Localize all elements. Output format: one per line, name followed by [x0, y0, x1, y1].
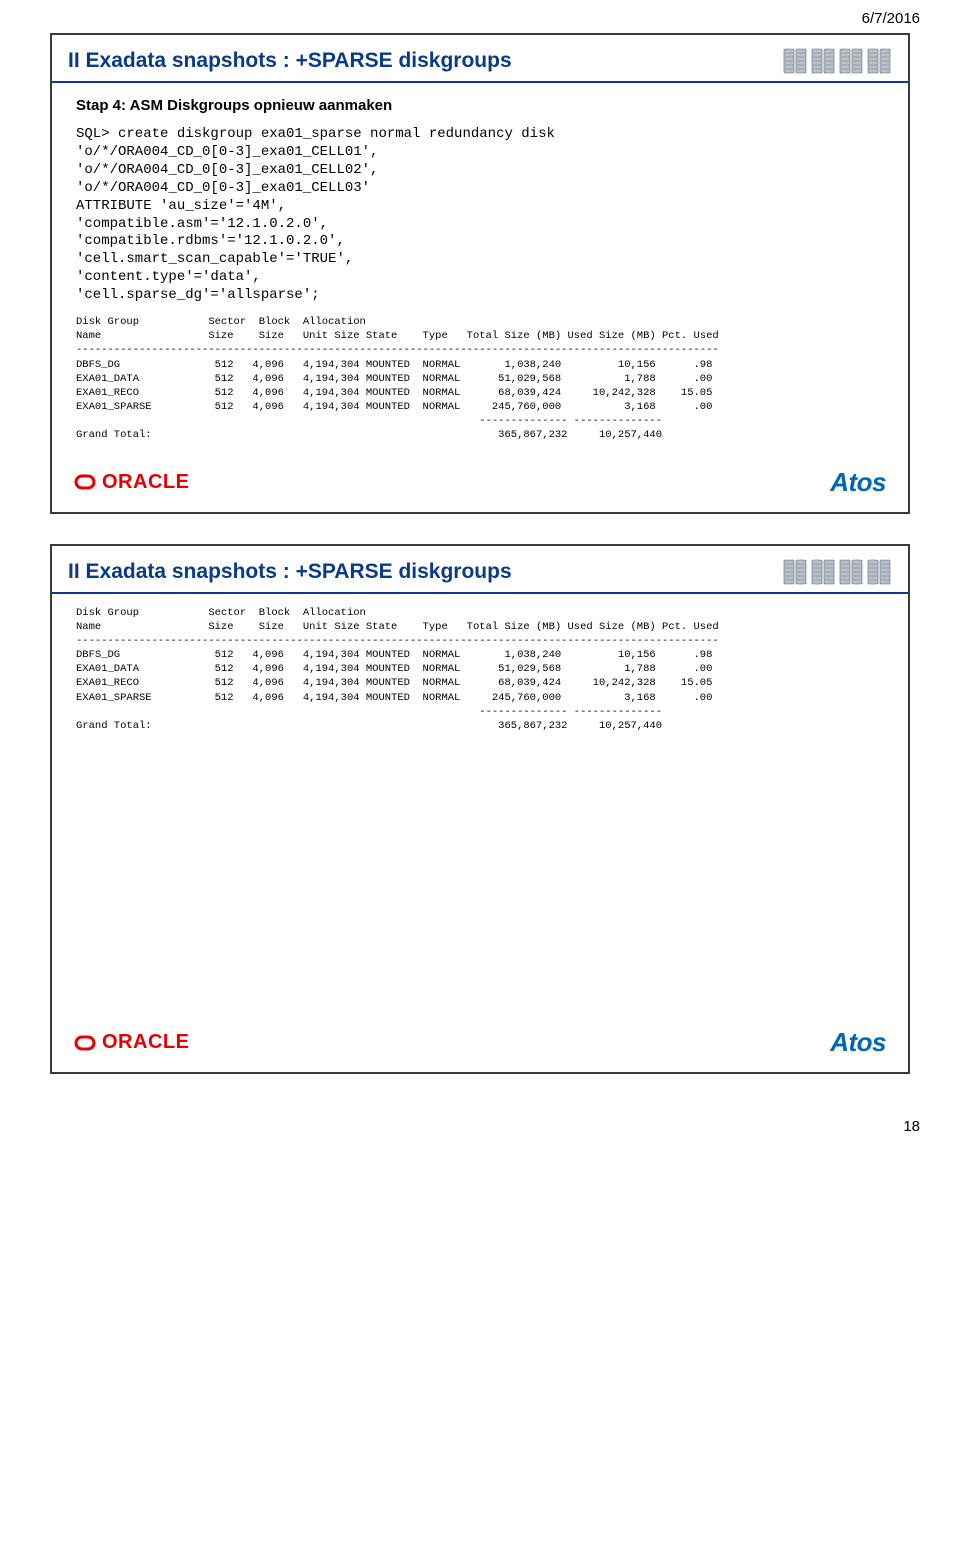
oracle-logo: ORACLE [74, 1031, 189, 1054]
slide-2-body: Disk Group Sector Block Allocation Name … [52, 594, 908, 1022]
slide-1-body: Stap 4: ASM Diskgroups opnieuw aanmaken … [52, 83, 908, 461]
server-racks-icon [782, 45, 892, 77]
slide-2-header: II Exadata snapshots : +SPARSE diskgroup… [52, 546, 908, 594]
slide-2-footer: ORACLE Atos [52, 1021, 908, 1072]
slide-2-title: II Exadata snapshots : +SPARSE diskgroup… [68, 560, 512, 584]
page-date: 6/7/2016 [0, 0, 960, 33]
server-racks-icon [782, 556, 892, 588]
slide-1: II Exadata snapshots : +SPARSE diskgroup… [50, 33, 910, 514]
oracle-o-icon [74, 471, 96, 493]
page-number: 18 [0, 1104, 960, 1153]
slide-1-title: II Exadata snapshots : +SPARSE diskgroup… [68, 49, 512, 73]
slide-2-wrap: II Exadata snapshots : +SPARSE diskgroup… [0, 544, 960, 1105]
oracle-logo: ORACLE [74, 471, 189, 494]
atos-logo: Atos [830, 1027, 886, 1058]
slide-1-wrap: II Exadata snapshots : +SPARSE diskgroup… [0, 33, 960, 544]
diskgroup-table-1: Disk Group Sector Block Allocation Name … [76, 315, 884, 443]
oracle-text: ORACLE [102, 471, 189, 494]
slide-1-subhead: Stap 4: ASM Diskgroups opnieuw aanmaken [76, 97, 884, 114]
diskgroup-table-2: Disk Group Sector Block Allocation Name … [76, 606, 884, 734]
oracle-o-icon [74, 1032, 96, 1054]
slide-2: II Exadata snapshots : +SPARSE diskgroup… [50, 544, 910, 1075]
sql-code-block: SQL> create diskgroup exa01_sparse norma… [76, 126, 884, 305]
oracle-text: ORACLE [102, 1031, 189, 1054]
atos-logo: Atos [830, 467, 886, 498]
slide-1-header: II Exadata snapshots : +SPARSE diskgroup… [52, 35, 908, 83]
slide-1-footer: ORACLE Atos [52, 461, 908, 512]
slide-2-spacer [76, 733, 884, 1003]
